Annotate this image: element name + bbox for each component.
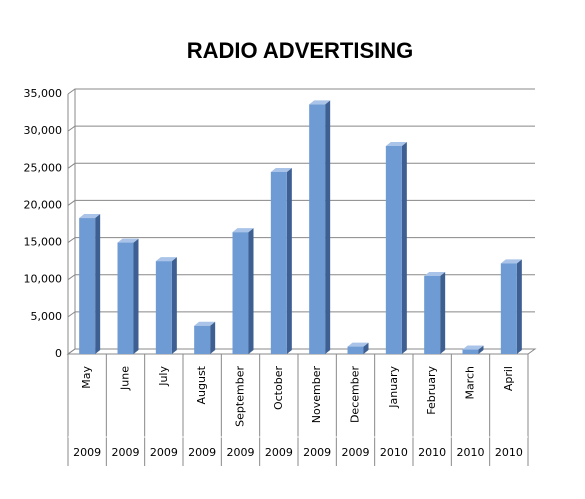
- grid-line: [67, 88, 535, 95]
- bar-top: [347, 342, 369, 347]
- bar: [347, 342, 369, 354]
- bar: [500, 259, 522, 354]
- bar: [117, 238, 139, 354]
- bar-top: [424, 272, 446, 276]
- x-group-label: 2010: [495, 446, 523, 459]
- x-tick-label: February: [425, 366, 438, 415]
- x-tick-label: October: [272, 366, 285, 410]
- bar-side: [286, 168, 292, 354]
- x-group-label: 2009: [342, 446, 370, 459]
- x-tick-label: September: [234, 366, 247, 427]
- bar-front: [309, 104, 326, 355]
- bar-top: [117, 238, 139, 243]
- bar-front: [347, 346, 364, 354]
- bar-front: [232, 232, 249, 354]
- bar-front: [79, 218, 96, 354]
- grid-line: [67, 125, 535, 132]
- y-tick-label: 20,000: [24, 198, 63, 211]
- bar-front: [462, 349, 479, 354]
- grid-line: [67, 162, 535, 169]
- bar-top: [385, 142, 407, 146]
- bar-side: [210, 321, 216, 354]
- chart-title: RADIO ADVERTISING: [187, 38, 414, 63]
- bar-front: [385, 146, 402, 354]
- x-group-label: 2010: [380, 446, 408, 459]
- x-group-label: 2009: [73, 446, 101, 459]
- bar-front: [117, 242, 134, 354]
- x-group-label: 2010: [418, 446, 446, 459]
- bar-front: [194, 325, 211, 354]
- bar-side: [248, 228, 254, 354]
- bar-top: [194, 321, 216, 326]
- bar-side: [516, 259, 522, 354]
- x-tick-label: June: [119, 366, 132, 391]
- x-tick-label: April: [502, 366, 515, 391]
- x-group-label: 2009: [303, 446, 331, 459]
- x-tick-label: August: [195, 365, 208, 404]
- bar-side: [95, 214, 101, 354]
- bar-top: [309, 100, 331, 105]
- bar-top: [79, 214, 101, 219]
- bar-top: [232, 228, 254, 233]
- bar: [155, 257, 177, 354]
- bar-top: [155, 257, 177, 262]
- bar-top: [270, 168, 292, 172]
- bar-side: [401, 142, 407, 354]
- y-tick-label: 10,000: [24, 273, 63, 286]
- bar: [79, 214, 101, 354]
- bar-front: [500, 263, 517, 354]
- bar: [232, 228, 254, 354]
- x-tick-label: July: [157, 366, 170, 387]
- x-tick-label: November: [310, 366, 323, 424]
- y-tick-label: 30,000: [24, 124, 63, 137]
- x-group-label: 2010: [457, 446, 485, 459]
- x-tick-label: March: [464, 366, 477, 400]
- bar-front: [424, 276, 441, 354]
- bar-side: [363, 342, 369, 354]
- bar-front: [270, 172, 287, 354]
- bar: [309, 100, 331, 355]
- y-tick-label: 15,000: [24, 236, 63, 249]
- grid-line: [67, 237, 535, 243]
- bar-top: [462, 345, 484, 350]
- y-tick-label: 0: [55, 347, 62, 360]
- bar-top: [500, 259, 522, 264]
- x-group-label: 2009: [188, 446, 216, 459]
- grid-line: [67, 348, 535, 355]
- bar: [385, 142, 407, 354]
- y-tick-label: 25,000: [24, 161, 63, 174]
- x-group-label: 2009: [112, 446, 140, 459]
- bar-front: [155, 261, 172, 354]
- grid-line: [67, 199, 535, 206]
- bar-side: [440, 272, 446, 354]
- bar-side: [171, 257, 177, 354]
- bar-side: [478, 345, 484, 354]
- y-tick-label: 35,000: [24, 87, 63, 100]
- x-group-label: 2009: [227, 446, 255, 459]
- x-tick-label: December: [349, 366, 362, 424]
- x-tick-label: January: [387, 366, 400, 409]
- x-group-label: 2009: [150, 446, 178, 459]
- grid-line: [67, 274, 535, 281]
- bar: [194, 321, 216, 354]
- bar: [270, 168, 292, 354]
- bar-side: [133, 238, 139, 354]
- bar: [424, 272, 446, 354]
- bar-side: [325, 100, 331, 355]
- x-tick-label: May: [80, 366, 93, 389]
- bar: [462, 345, 484, 354]
- x-group-label: 2009: [265, 446, 293, 459]
- grid-line: [67, 311, 535, 318]
- y-tick-label: 5,000: [31, 310, 63, 323]
